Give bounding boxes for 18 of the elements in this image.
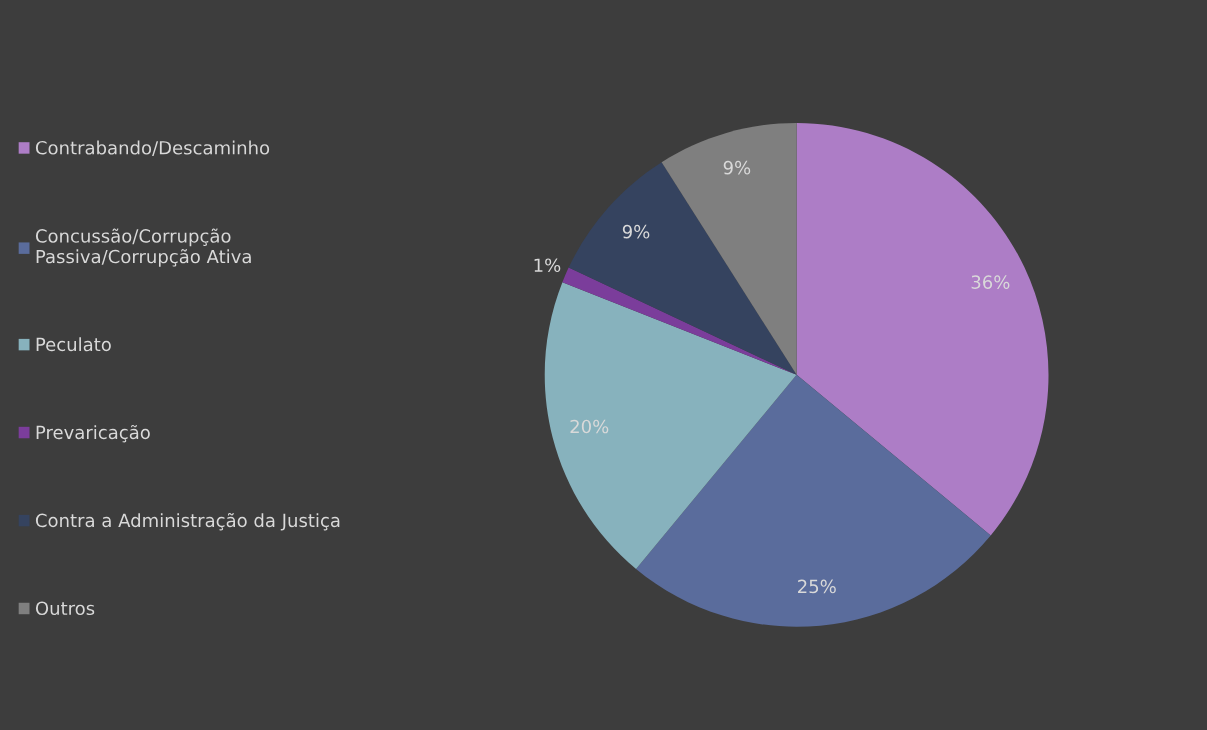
pie-slice [562, 267, 797, 375]
pie-slice [661, 122, 797, 375]
legend-label: Outros [35, 601, 95, 616]
legend-label: Peculato [36, 337, 111, 352]
pie-slice [636, 374, 991, 627]
data-label: 1% [534, 258, 561, 273]
legend-label: Contrabando/Descaminho [35, 140, 270, 156]
legend-label: Contra a Administração da Justiça [35, 512, 340, 531]
data-label: 9% [723, 160, 751, 175]
data-label: 25% [798, 579, 836, 594]
pie-slice [544, 282, 797, 569]
data-label: 9% [622, 224, 650, 239]
data-label: 20% [570, 419, 609, 434]
pie-slice [568, 162, 797, 375]
legend-label: Prevaricação [36, 424, 150, 443]
pie-slice [796, 122, 1049, 536]
data-label: 36% [971, 275, 1010, 289]
legend-label: Concussão/Corrupção Passiva/Corrupção Ativa [35, 228, 251, 267]
